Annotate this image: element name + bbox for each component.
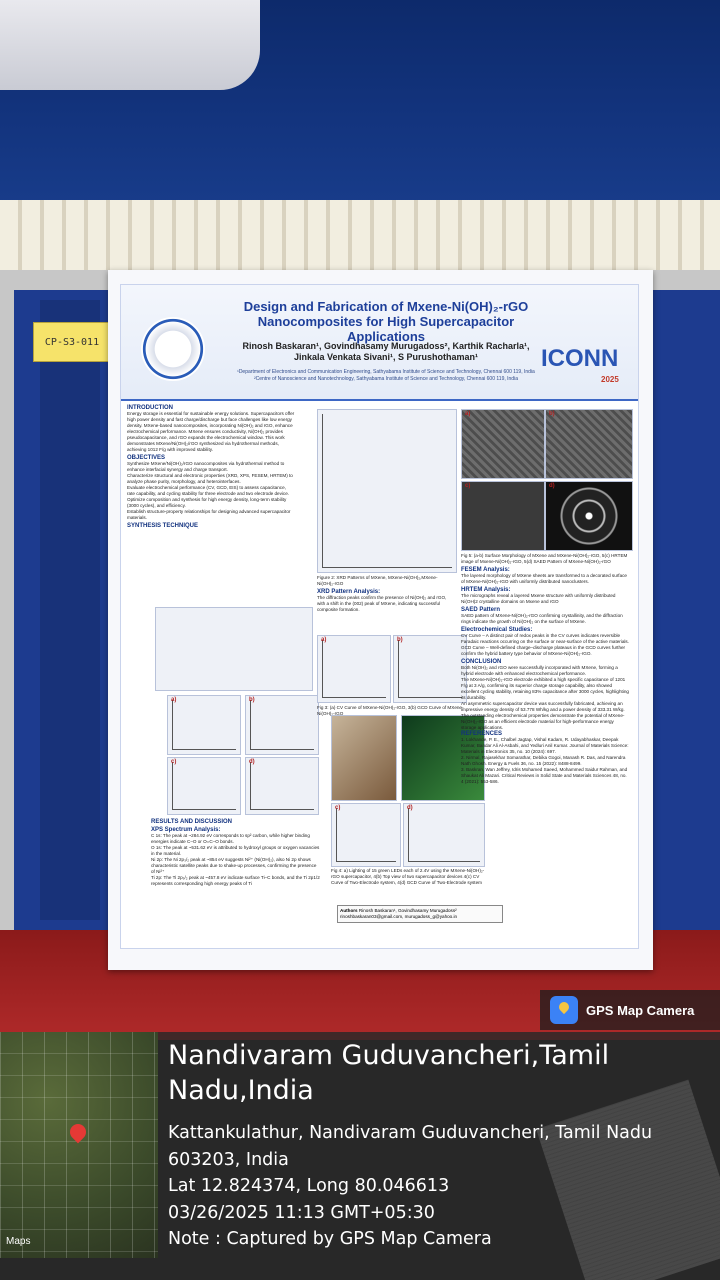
fesem-image-a: a) [461, 409, 545, 479]
references-heading: REFERENCES [461, 731, 503, 737]
hrtem-heading: HRTEM Analysis: [461, 587, 511, 593]
led-demo-photo [331, 715, 397, 801]
cv-text: CV Curve – A distinct pair of redox peak… [461, 633, 630, 644]
location-datetime: 03/26/2025 11:13 GMT+05:30 [168, 1202, 435, 1223]
affiliation-1: ¹Department of Electronics and Communica… [237, 369, 535, 375]
xrd-caption: Figure 2: XRD Patterns of MXene, MXene-N… [317, 575, 438, 586]
booth-code-sticker: CP-S3-011 [33, 322, 111, 362]
reference-2: 2. Nirmal, Rajasekhar Somarathar, Debika… [461, 755, 626, 766]
poster-content: Design and Fabrication of Mxene-Ni(OH)₂-… [120, 284, 639, 949]
fesem-heading: FESEM Analysis: [461, 567, 510, 573]
xps-heading: XPS Spectrum Analysis: [151, 827, 221, 833]
xrd-plot [317, 409, 457, 573]
poster-affiliations: ¹Department of Electronics and Communica… [233, 369, 539, 383]
xps-section: RESULTS AND DISCUSSION XPS Spectrum Anal… [151, 817, 321, 887]
synthesis-heading: SYNTHESIS TECHNIQUE [127, 523, 199, 529]
location-address: Kattankulathur, Nandivaram Guduvancheri,… [168, 1123, 653, 1170]
reference-1: 1. Lokhande, P. E., Chalbel Jagtap, Vish… [461, 737, 629, 754]
two-electrode-cv-plot: c) [331, 803, 401, 867]
xps-plot-c1s: a) [167, 695, 241, 755]
board-shadow [40, 300, 100, 920]
conference-year: 2025 [601, 375, 619, 384]
affiliation-2: ²Centre of Nanoscience and Nanotechnolog… [254, 376, 518, 382]
fig4-caption: Fig 4: a) Lighting of 15 green LEDs each… [331, 868, 485, 885]
authors-line-1: Rinosh Baskaran¹, Govindhasamy Murugados… [242, 341, 530, 351]
introduction-heading: INTRODUCTION [127, 405, 173, 411]
xps-o1s: O 1s: The peak at ~531.62 eV is attribut… [151, 845, 320, 856]
fesem-caption: Fig 5: (a-b) Surface Morphology of MXene… [461, 553, 628, 564]
xps-c1s: C 1s: The peak at ~284.92 eV corresponds… [151, 833, 310, 844]
objective-2: Characterize structural and electronic p… [127, 473, 293, 484]
map-thumbnail [0, 1032, 158, 1258]
two-electrode-gcd-plot: d) [403, 803, 485, 867]
maps-label: Maps [6, 1236, 31, 1247]
conclusion-3: An asymmetric supercapacitor device was … [461, 701, 625, 712]
fig3-caption: Fig 3: (a) CV Curve of MXene-Ni(OH)₂-rGO… [317, 705, 464, 716]
gcd-curve-plot: b) [393, 635, 467, 703]
title-line-1: Design and Fabrication of Mxene-Ni(OH)₂-… [243, 299, 529, 314]
authors-line-2: Jinkala Venkata Sivani¹, S Purushothaman… [293, 352, 479, 362]
gps-camera-badge: GPS Map Camera [540, 990, 720, 1030]
fig4-caption-box: Fig 4: a) Lighting of 15 green LEDs each… [331, 868, 491, 886]
research-poster: Design and Fabrication of Mxene-Ni(OH)₂-… [108, 270, 653, 970]
right-column-upper: Fig 5: (a-b) Surface Morphology of MXene… [461, 553, 629, 785]
xps-plot-ni2p: c) [167, 757, 241, 815]
conference-logo: ICONN 2025 [541, 345, 631, 385]
echem-heading: Electrochemical Studies: [461, 627, 533, 633]
poster-header: Design and Fabrication of Mxene-Ni(OH)₂-… [121, 285, 638, 401]
conference-logo-text: ICONN [541, 345, 619, 372]
location-coordinates: Lat 12.824374, Long 80.046613 [168, 1176, 450, 1196]
conclusion-heading: CONCLUSION [461, 659, 502, 665]
xrd-heading: XRD Pattern Analysis: [317, 589, 381, 595]
title-line-2: Nanocomposites for High Supercapacitor A… [257, 314, 515, 344]
gps-camera-icon [550, 996, 578, 1024]
hrtem-image: c) [461, 481, 545, 551]
introduction-text: Energy storage is essential for sustaina… [127, 411, 295, 452]
reference-3: 3. Baskran, Wan Jeffrey, Idris Mohamed S… [461, 767, 628, 784]
objective-3: Evaluate electrochemical performance (CV… [127, 485, 290, 496]
fesem-image-b: b) [545, 409, 633, 479]
cv-curve-plot: a) [317, 635, 391, 703]
supercapacitor-device-photo [401, 715, 485, 801]
objectives-heading: OBJECTIVES [127, 455, 166, 461]
objective-4: Optimize composition and synthesis for h… [127, 497, 287, 508]
conclusion-4: The outstanding electrochemical properti… [461, 713, 625, 730]
saed-text: SAED pattern of MXene-Ni(OH)₂-rGO confir… [461, 613, 623, 624]
gcd-text: GCD Curve – Well-defined charge–discharg… [461, 645, 626, 656]
poster-authors: Rinosh Baskaran¹, Govindhasamy Murugados… [231, 341, 541, 363]
xrd-text: The diffraction peaks confirm the presen… [317, 595, 447, 612]
location-note: Note : Captured by GPS Map Camera [168, 1229, 492, 1249]
hrtem-text: The micrographs reveal a layered Mxene s… [461, 593, 616, 604]
xps-ni2p: Ni 2p: The Ni 2p₃/₂ peak at ~854 eV sugg… [151, 857, 317, 874]
objective-5: Establish structure-property relationshi… [127, 509, 291, 520]
left-column: INTRODUCTION Energy storage is essential… [127, 403, 295, 529]
fig3-caption-box: Fig 3: (a) CV Curve of MXene-Ni(OH)₂-rGO… [317, 705, 465, 717]
location-title: Nandivaram Guduvancheri,Tamil Nadu,India [168, 1040, 610, 1106]
tent-white-fabric [0, 0, 260, 90]
author-contact-box: Authors Rinosh Baskaran¹, Govindhasamy M… [337, 905, 503, 923]
xrd-section: Figure 2: XRD Patterns of MXene, MXene-N… [317, 575, 455, 613]
saed-pattern-image: d) [545, 481, 633, 551]
xps-plot-o1s: b) [245, 695, 319, 755]
saed-heading: SAED Pattern [461, 607, 501, 613]
tent-fringe [0, 200, 720, 280]
conclusion-1: Both Ni(OH)₂ and rGO were successfully i… [461, 665, 618, 676]
xps-ti2p: Ti 2p: The Ti 2p₃/₂ peak at ~457.8 eV in… [151, 875, 320, 886]
xps-plot-ti2p: d) [245, 757, 319, 815]
objective-1: Synthesize MXene/Ni(OH)₂/rGO nanocomposi… [127, 461, 285, 472]
synthesis-diagram [155, 607, 313, 691]
contact-names: Rinosh Baskaran¹, Govindhasamy Murugados… [358, 908, 457, 913]
conclusion-2: The MXene-Ni(OH)₂-rGO electrode exhibite… [461, 677, 629, 700]
location-details: Kattankulathur, Nandivaram Guduvancheri,… [168, 1120, 713, 1253]
contact-emails: rinoshbaskaran03@gmail.com, murugadoss_g… [340, 914, 458, 919]
contact-label: Authors [340, 908, 358, 913]
poster-title: Design and Fabrication of Mxene-Ni(OH)₂-… [221, 299, 551, 344]
fesem-text: The layered morphology of MXene sheets a… [461, 573, 627, 584]
results-heading: RESULTS AND DISCUSSION [151, 819, 233, 825]
gps-badge-label: GPS Map Camera [586, 1002, 695, 1018]
university-logo [141, 317, 205, 381]
